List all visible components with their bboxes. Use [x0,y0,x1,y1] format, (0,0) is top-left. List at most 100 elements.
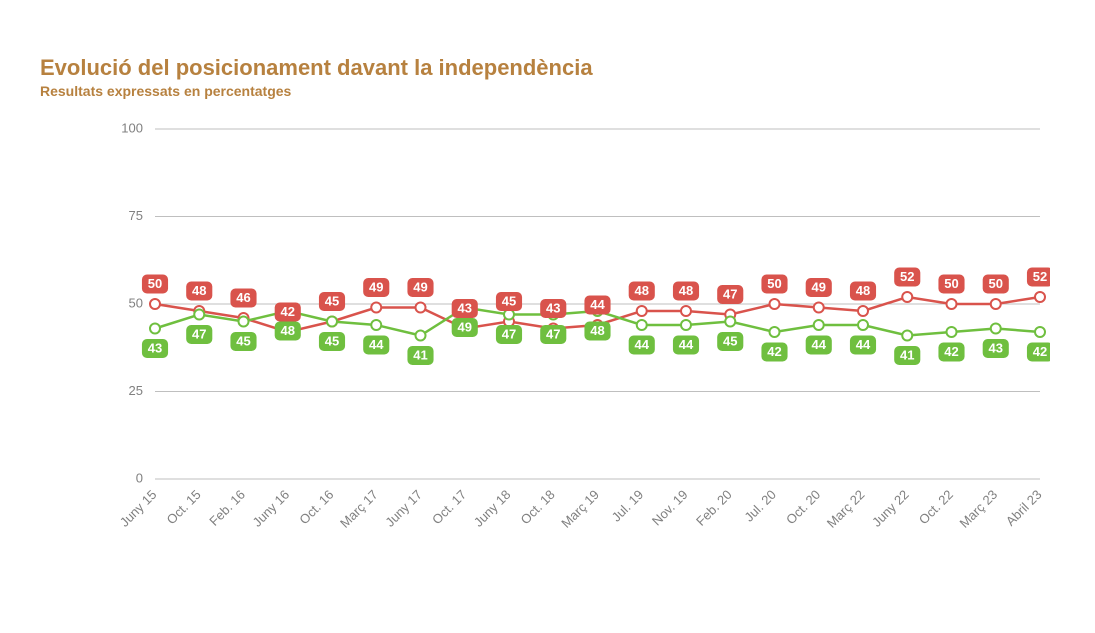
series-marker-green [416,331,426,341]
data-label-green: 42 [944,344,958,359]
series-marker-green [239,317,249,327]
x-tick-label: Març 19 [558,487,602,531]
data-label-red: 50 [767,276,781,291]
data-label-green: 44 [635,337,650,352]
data-label-green: 49 [458,319,472,334]
data-label-green: 44 [812,337,827,352]
series-marker-green [947,327,957,337]
page: { "title": { "text": "Evolució del posic… [0,0,1095,633]
series-marker-green [637,320,647,330]
data-label-green: 47 [502,326,516,341]
series-marker-red [814,303,824,313]
series-marker-red [416,303,426,313]
data-label-red: 52 [1033,269,1047,284]
data-label-green: 48 [590,323,604,338]
data-label-red: 42 [281,304,295,319]
y-tick-label: 25 [129,383,143,398]
x-tick-label: Març 23 [956,487,1000,531]
data-label-green: 47 [546,326,560,341]
data-label-red: 49 [369,279,383,294]
x-tick-label: Nov. 19 [649,487,691,529]
series-marker-green [194,310,204,320]
data-label-green: 41 [900,347,914,362]
data-label-green: 43 [148,340,162,355]
y-tick-label: 75 [129,208,143,223]
series-marker-green [725,317,735,327]
data-label-green: 43 [989,340,1003,355]
data-label-green: 42 [1033,344,1047,359]
x-tick-label: Abril 23 [1003,487,1045,529]
series-marker-green [991,324,1001,334]
data-label-red: 46 [236,290,250,305]
x-tick-label: Juny 17 [382,487,425,530]
series-marker-red [637,306,647,316]
y-tick-label: 0 [136,470,143,485]
series-marker-red [991,299,1001,309]
data-label-red: 48 [856,283,870,298]
chart-title: Evolució del posicionament davant la ind… [40,55,1095,81]
series-marker-red [902,292,912,302]
data-label-red: 52 [900,269,914,284]
x-tick-label: Feb. 20 [693,487,735,529]
data-label-red: 49 [413,279,427,294]
x-tick-label: Oct. 18 [518,487,558,527]
data-label-red: 45 [325,293,339,308]
data-label-red: 45 [502,293,516,308]
data-label-green: 45 [236,333,250,348]
series-marker-red [858,306,868,316]
series-marker-red [681,306,691,316]
x-tick-label: Feb. 16 [206,487,248,529]
series-marker-green [681,320,691,330]
x-tick-label: Juny 15 [117,487,160,530]
evolution-chart: 0255075100Juny 15Oct. 15Feb. 16Juny 16Oc… [40,99,1095,559]
x-tick-label: Juny 18 [471,487,514,530]
y-tick-label: 50 [129,295,143,310]
x-tick-label: Jul. 19 [609,487,647,525]
data-label-red: 48 [679,283,693,298]
x-tick-label: Juny 16 [249,487,292,530]
x-tick-label: Oct. 16 [296,487,336,527]
data-label-green: 41 [413,347,427,362]
data-label-red: 43 [458,300,472,315]
x-tick-label: Març 17 [337,487,381,531]
data-label-red: 47 [723,286,737,301]
data-label-green: 48 [281,323,295,338]
series-marker-red [770,299,780,309]
data-label-red: 44 [590,297,605,312]
data-label-green: 44 [369,337,384,352]
data-label-green: 44 [679,337,694,352]
data-label-red: 50 [148,276,162,291]
x-tick-label: Oct. 17 [429,487,469,527]
series-marker-green [814,320,824,330]
data-label-red: 50 [944,276,958,291]
data-label-red: 48 [192,283,206,298]
chart-subtitle: Resultats expressats en percentatges [40,83,1095,99]
x-tick-label: Oct. 22 [916,487,956,527]
series-marker-green [327,317,337,327]
data-label-green: 47 [192,326,206,341]
series-marker-green [770,327,780,337]
series-marker-red [1035,292,1045,302]
chart-svg: 0255075100Juny 15Oct. 15Feb. 16Juny 16Oc… [40,99,1050,559]
data-label-red: 49 [812,279,826,294]
series-marker-green [858,320,868,330]
series-marker-red [371,303,381,313]
x-tick-label: Oct. 15 [164,487,204,527]
series-marker-green [902,331,912,341]
data-label-red: 48 [635,283,649,298]
series-marker-green [150,324,160,334]
data-label-green: 45 [723,333,737,348]
x-tick-label: Oct. 20 [783,487,823,527]
x-tick-label: Juny 22 [869,487,912,530]
data-label-green: 44 [856,337,871,352]
x-tick-label: Març 22 [824,487,868,531]
y-tick-label: 100 [121,120,143,135]
series-marker-red [150,299,160,309]
series-marker-red [947,299,957,309]
x-tick-label: Jul. 20 [741,487,779,525]
data-label-green: 42 [767,344,781,359]
series-marker-green [371,320,381,330]
data-label-green: 45 [325,333,339,348]
data-label-red: 50 [989,276,1003,291]
data-label-red: 43 [546,300,560,315]
